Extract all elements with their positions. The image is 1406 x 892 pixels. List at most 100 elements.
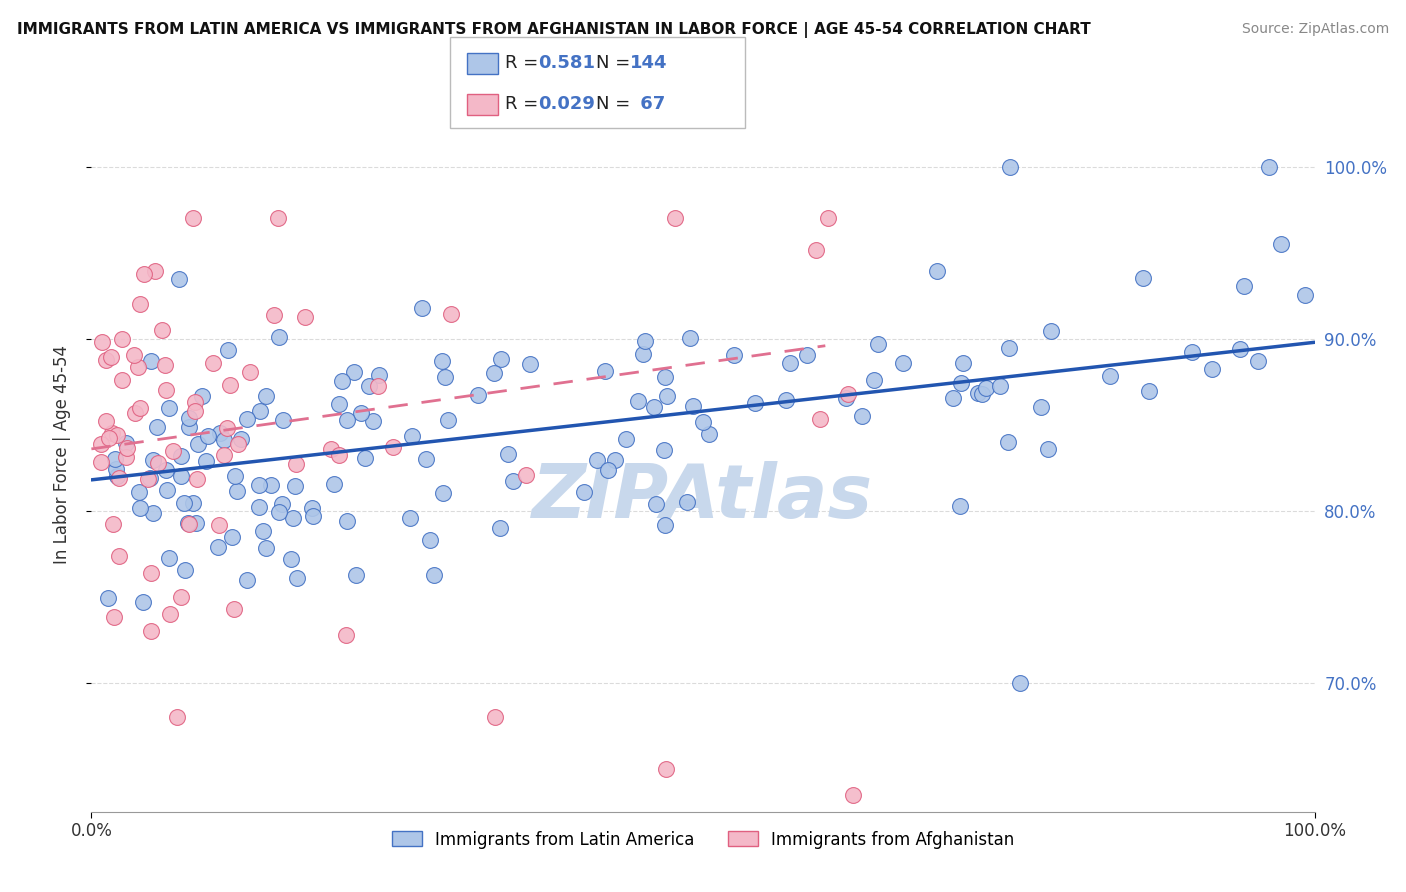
- Point: [1270, 237, 1292, 252]
- Point: [675, 495, 697, 509]
- Point: [949, 376, 972, 391]
- Point: [432, 486, 454, 500]
- Point: [169, 590, 191, 604]
- Text: 0.029: 0.029: [538, 95, 595, 113]
- Point: [269, 505, 291, 519]
- Point: [430, 353, 453, 368]
- Point: [1010, 675, 1032, 690]
- Point: [239, 365, 262, 379]
- Point: [156, 483, 179, 497]
- Point: [775, 393, 797, 408]
- Point: [998, 341, 1021, 355]
- Point: [155, 384, 177, 398]
- Point: [183, 395, 205, 409]
- Point: [108, 471, 131, 485]
- Point: [231, 433, 253, 447]
- Point: [129, 401, 152, 415]
- Point: [515, 468, 537, 483]
- Point: [263, 308, 285, 322]
- Point: [401, 429, 423, 443]
- Point: [134, 267, 156, 281]
- Point: [415, 452, 437, 467]
- Point: [96, 414, 118, 428]
- Point: [284, 457, 307, 471]
- Point: [354, 450, 377, 465]
- Point: [863, 373, 886, 387]
- Point: [143, 264, 166, 278]
- Text: 0.581: 0.581: [538, 54, 596, 72]
- Point: [367, 379, 389, 393]
- Point: [181, 496, 204, 510]
- Point: [207, 540, 229, 554]
- Point: [779, 355, 801, 369]
- Point: [181, 211, 204, 226]
- Point: [187, 436, 209, 450]
- Text: R =: R =: [505, 54, 544, 72]
- Point: [270, 497, 292, 511]
- Point: [111, 332, 134, 346]
- Point: [226, 484, 249, 499]
- Point: [655, 388, 678, 402]
- Text: N =: N =: [596, 95, 636, 113]
- Point: [90, 455, 112, 469]
- Point: [655, 762, 678, 776]
- Point: [519, 357, 541, 371]
- Point: [682, 399, 704, 413]
- Point: [328, 448, 350, 462]
- Point: [159, 607, 181, 621]
- Point: [153, 358, 176, 372]
- Point: [988, 379, 1011, 393]
- Point: [633, 347, 655, 361]
- Point: [330, 374, 353, 388]
- Point: [236, 412, 259, 426]
- Point: [184, 516, 207, 531]
- Point: [142, 453, 165, 467]
- Point: [342, 365, 364, 379]
- Point: [162, 444, 184, 458]
- Point: [593, 363, 616, 377]
- Point: [301, 501, 323, 516]
- Point: [103, 610, 125, 624]
- Point: [744, 395, 766, 409]
- Point: [208, 426, 231, 441]
- Point: [217, 343, 239, 358]
- Point: [817, 211, 839, 226]
- Point: [111, 373, 134, 387]
- Point: [572, 485, 595, 500]
- Point: [139, 624, 162, 639]
- Point: [1233, 279, 1256, 293]
- Point: [952, 356, 974, 370]
- Point: [942, 391, 965, 405]
- Point: [260, 478, 283, 492]
- Point: [1031, 400, 1053, 414]
- Point: [179, 420, 201, 434]
- Point: [336, 413, 359, 427]
- Point: [146, 420, 169, 434]
- Point: [221, 530, 243, 544]
- Point: [115, 436, 138, 450]
- Point: [1229, 343, 1251, 357]
- Point: [997, 434, 1019, 449]
- Point: [201, 355, 224, 369]
- Point: [155, 463, 177, 477]
- Point: [254, 389, 277, 403]
- Point: [491, 352, 513, 367]
- Point: [157, 401, 180, 416]
- Point: [1039, 324, 1062, 338]
- Point: [808, 411, 831, 425]
- Point: [967, 385, 990, 400]
- Point: [440, 307, 463, 321]
- Point: [322, 476, 344, 491]
- Point: [664, 211, 686, 226]
- Point: [128, 297, 150, 311]
- Point: [1201, 362, 1223, 376]
- Point: [267, 211, 290, 226]
- Point: [359, 379, 381, 393]
- Point: [949, 500, 972, 514]
- Point: [224, 469, 246, 483]
- Point: [179, 410, 201, 425]
- Point: [502, 475, 524, 489]
- Point: [212, 448, 235, 462]
- Point: [115, 450, 138, 464]
- Point: [252, 524, 274, 538]
